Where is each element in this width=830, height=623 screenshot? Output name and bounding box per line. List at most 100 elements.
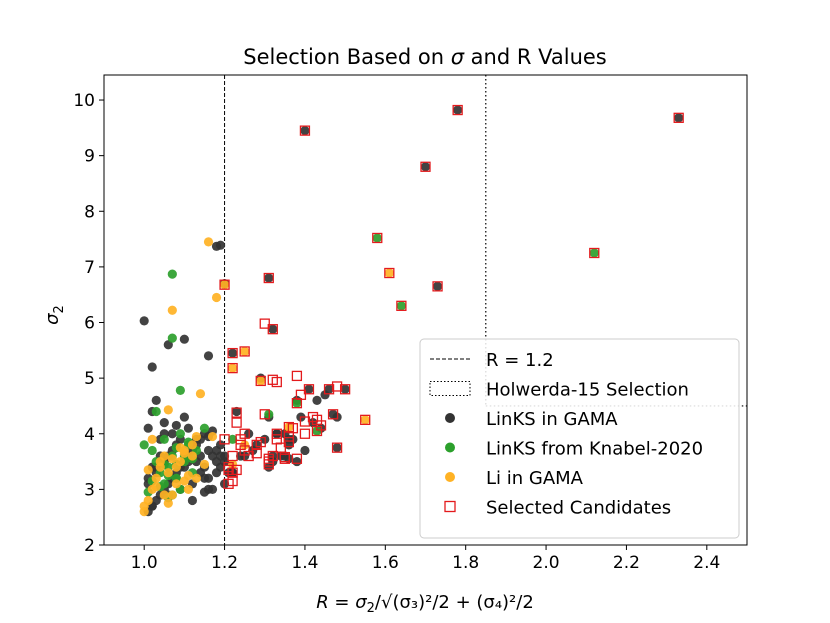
selected-candidate-marker [227,347,238,359]
selected-candidate-marker [267,374,278,385]
data-point [292,456,302,467]
selected-candidate-marker [396,300,407,311]
data-point [228,434,238,444]
data-point [171,479,181,489]
selected-candidate-marker [327,409,339,420]
data-point [147,445,157,456]
selected-candidate-marker [384,267,395,279]
selected-candidate-marker [589,247,600,259]
selected-candidate-marker [255,375,266,387]
data-point [171,462,181,472]
y-tick-label: 6 [84,314,95,334]
selected-candidate-marker [267,324,278,335]
data-point [155,456,165,467]
data-point [183,470,193,481]
data-point [228,348,238,358]
x-tick-label: 1.2 [211,553,238,573]
data-point [187,440,198,450]
selected-candidate-marker [372,232,383,244]
data-point [183,484,193,494]
data-point [171,420,181,431]
data-point [674,113,684,123]
data-point [332,443,342,453]
data-point [211,292,222,303]
data-point [167,269,177,279]
data-point [163,498,173,508]
selected-candidate-marker [283,421,295,433]
data-point [159,434,169,444]
series-li-gama [139,237,394,517]
data-point [312,426,322,436]
data-point [151,395,161,405]
y-tick-label: 10 [73,91,95,111]
selected-candidate-marker [331,442,343,453]
selected-candidate-marker [219,279,230,290]
data-point [179,334,189,344]
selected-candidate-marker [299,428,311,439]
data-point [589,248,599,258]
data-point [139,440,149,450]
selected-candidate-marker [231,407,242,418]
y-tick-label: 7 [84,258,95,278]
data-point [228,363,238,373]
data-point [151,406,161,417]
selected-candidate-marker [239,346,250,357]
data-point [256,376,266,386]
selected-candidate-marker [255,436,266,448]
data-point [151,473,161,483]
data-point [179,412,189,422]
data-point [203,445,214,456]
y-tick-label: 4 [84,425,95,445]
data-point [183,423,193,433]
legend-item: Selected Candidates [444,498,671,519]
selected-candidate-marker [235,439,246,451]
y-tick-label: 2 [84,536,95,556]
data-point [191,473,202,483]
legend-item: Holwerda-15 Selection [429,380,689,401]
data-point [340,384,350,394]
data-point [163,340,173,350]
y-axis-label: σ2 [42,305,67,325]
legend-circle-swatch [445,442,455,453]
selected-candidate-marker [323,384,335,395]
selected-candidate-marker [331,381,343,392]
selected-candidate-marker [283,436,295,448]
data-point [264,273,274,283]
data-point [187,451,198,461]
x-tick-label: 1.6 [372,553,399,573]
data-point [167,454,177,464]
data-point [328,409,338,419]
data-point [175,385,185,395]
selected-candidate-marker [339,384,351,395]
selected-candidate-marker [295,389,307,400]
x-axis: 1.0 1.2 1.4 1.6 1.8 2.0 2.2 2.4 [131,545,720,573]
data-point [203,237,214,247]
data-point [151,481,161,492]
selected-candidate-marker [452,104,463,116]
selected-candidate-marker [360,414,371,426]
legend-label: LinKS in GAMA [486,409,618,430]
selected-candidate-marker [271,428,282,439]
selected-candidate-marker [291,453,303,464]
x-tick-label: 1.0 [131,553,158,573]
selected-candidate-marker [311,425,323,437]
data-point [215,451,226,461]
selected-candidate-marker [219,434,230,445]
plot-frame [103,74,748,546]
selected-candidate-marker [263,272,274,284]
x-tick-label: 2.2 [613,553,640,573]
selected-candidate-marker [303,384,315,395]
x-tick-label: 1.4 [291,553,318,573]
legend-label: Selected Candidates [486,498,671,519]
legend-circle-swatch [445,472,455,482]
selected-candidate-marker [227,475,238,487]
selected-candidate-marker [291,370,303,382]
data-point [195,389,206,399]
legend: R = 1.2 Holwerda-15 Selection LinKS in GAM… [419,338,740,539]
data-point [219,280,230,290]
data-point [268,324,278,334]
data-point [420,162,431,172]
selected-candidate-marker [227,362,238,374]
selected-candidate-marker [223,464,234,476]
data-point [147,362,157,372]
